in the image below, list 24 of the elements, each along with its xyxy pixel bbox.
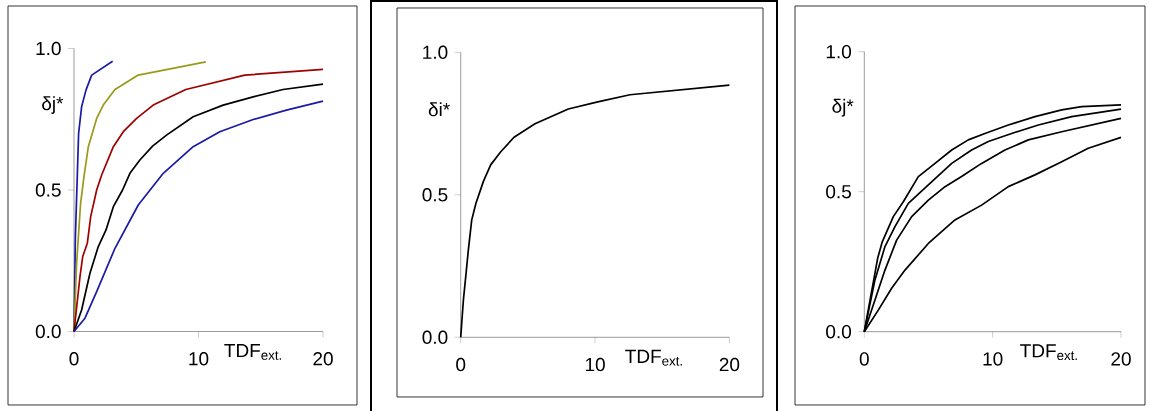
x-axis-title: TDF$_{ext.}$ [625, 349, 682, 366]
x-tick-label: 10 [585, 357, 605, 372]
x-tick-label: 20 [313, 352, 333, 366]
y-axis-title: δj* [42, 96, 64, 114]
y-tick-label: 0.0 [826, 324, 852, 339]
y-tick-label: 0.0 [35, 324, 61, 339]
y-tick-label: 0.5 [826, 184, 851, 199]
y-tick-label: 0.5 [422, 188, 448, 202]
y-tick-label: 1.0 [36, 41, 61, 56]
x-tick-label: 0 [859, 352, 869, 366]
x-tick-label: 0 [69, 352, 79, 366]
x-tick-label: 0 [456, 357, 466, 372]
y-axis-title: δj* [832, 98, 854, 117]
x-axis-title: TDF$_{ext.}$ [224, 344, 282, 360]
y-tick-label: 0.5 [35, 183, 61, 197]
x-axis-title: TDF$_{ext.}$ [1020, 344, 1077, 361]
x-tick-label: 20 [719, 357, 740, 372]
y-tick-label: 0.0 [422, 330, 448, 345]
y-tick-label: 1.0 [423, 45, 448, 60]
y-tick-label: 1.0 [826, 44, 852, 59]
x-tick-label: 10 [983, 352, 1003, 366]
x-tick-label: 20 [1111, 352, 1131, 366]
x-tick-label: 10 [189, 352, 209, 366]
y-axis-title: δi* [428, 102, 450, 117]
